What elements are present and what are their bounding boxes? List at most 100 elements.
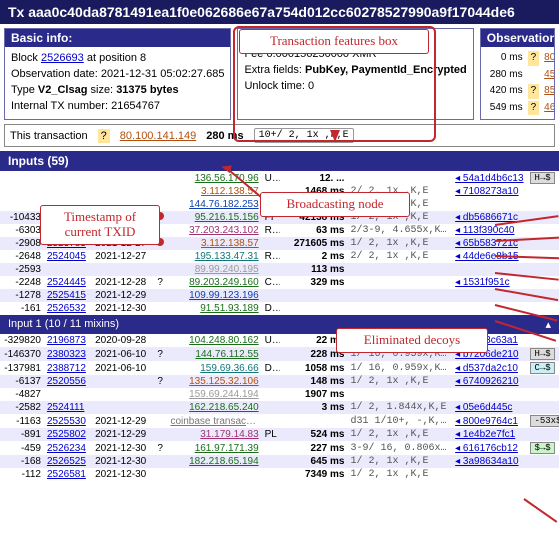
row-ip[interactable]: 104.248.80.162 xyxy=(167,334,261,347)
row-hash-link[interactable]: 2516260 xyxy=(44,211,92,224)
row-meta: 2/3-9, 4.655x,K,AK xyxy=(347,224,452,237)
obs-ip[interactable]: 45.78.183.5 xyxy=(541,68,555,83)
row-hash-link[interactable] xyxy=(44,198,92,211)
row-ip[interactable]: 136.56.170.96 xyxy=(167,171,261,185)
row-ip[interactable]: 95.216.15.156 xyxy=(167,211,261,224)
row-hash-link[interactable] xyxy=(44,171,92,185)
row-hash-link[interactable]: 2526525 xyxy=(44,455,92,468)
row-date xyxy=(92,198,153,211)
row-hash-link[interactable]: 2524111 xyxy=(44,401,92,414)
row-hash-link[interactable] xyxy=(44,263,92,276)
row-link[interactable]: ◂ 3a98634a10 xyxy=(452,455,527,468)
obs-ip[interactable]: 80.100.141.149 xyxy=(541,51,555,66)
row-hash-link[interactable] xyxy=(44,388,92,401)
row-hash-link[interactable]: 2196873 xyxy=(44,334,92,347)
row-hash-link[interactable]: 2523785 xyxy=(44,237,92,250)
type-label: Type xyxy=(11,84,38,96)
row-mark: ? xyxy=(153,441,168,455)
row-hash-link[interactable]: 2388712 xyxy=(44,361,92,375)
row-link[interactable]: ◂ 65b583721c xyxy=(452,237,527,250)
row-link[interactable]: ◂ 1531f951c xyxy=(452,276,527,289)
this-tx-ms: 280 ms xyxy=(206,130,243,142)
row-ip[interactable]: 161.97.171.39 xyxy=(167,441,261,455)
row-ip[interactable]: coinbase transaction xyxy=(167,414,261,428)
row-tagcell xyxy=(527,401,559,414)
row-ip[interactable]: 135.125.32.106 xyxy=(167,375,261,388)
row-ip[interactable]: 109.99.123.196 xyxy=(167,289,261,302)
row-ip[interactable]: 159.69.244.194 xyxy=(167,388,261,401)
row-link[interactable] xyxy=(452,388,527,401)
row-hash-link[interactable]: 2380323 xyxy=(44,347,92,361)
row-hash-link[interactable]: 2520390 xyxy=(44,224,92,237)
row-link[interactable]: ◂ 800e9764c1 xyxy=(452,414,527,428)
obs-flag xyxy=(528,68,540,83)
row-ms: 271605 ms xyxy=(280,237,347,250)
row-ip[interactable]: 91.51.93.189 xyxy=(167,302,261,315)
row-tag: C→$ xyxy=(530,362,554,374)
row-ip[interactable]: 31.179.14.83 xyxy=(167,428,261,441)
row-hash-link[interactable]: 2525415 xyxy=(44,289,92,302)
row-ip[interactable]: 195.133.47.31 xyxy=(167,250,261,263)
row-link[interactable]: ◂ 1e4b2e7fc1 xyxy=(452,428,527,441)
row-link[interactable]: ◂ b7206de210 xyxy=(452,347,527,361)
row-link[interactable] xyxy=(452,198,527,211)
row-tagcell xyxy=(527,250,559,263)
row-hash-link[interactable]: 2526581 xyxy=(44,468,92,481)
row-link[interactable]: ◂ 6740926210 xyxy=(452,375,527,388)
this-tx-ip[interactable]: 80.100.141.149 xyxy=(120,130,196,142)
row-idx xyxy=(0,185,44,198)
row-cc: PL xyxy=(262,428,281,441)
row-link[interactable]: ◂ 113f390c40 xyxy=(452,224,527,237)
row-link[interactable]: ◂ 54a1d4b6c13 xyxy=(452,171,527,185)
row-tagcell xyxy=(527,388,559,401)
row-hash-link[interactable]: 2526532 xyxy=(44,302,92,315)
row-tagcell: H→$ xyxy=(527,171,559,185)
row-link[interactable]: ◂ d537da2c10 xyxy=(452,361,527,375)
row-ip[interactable]: 3.112.138.57 xyxy=(167,237,261,250)
obs-date-value: 2021-12-31 05:02:27.685 xyxy=(101,68,225,80)
row-ip[interactable]: 162.218.65.240 xyxy=(167,401,261,414)
row-ip[interactable]: 89.203.249.160 xyxy=(167,276,261,289)
row-link[interactable] xyxy=(452,263,527,276)
row-link[interactable]: ◂ 44de6e8b15 xyxy=(452,250,527,263)
obs-ip[interactable]: 46.166.151.12 xyxy=(541,101,555,116)
row-ms xyxy=(280,414,347,428)
input1-header[interactable]: Input 1 (10 / 11 mixins) ▴ xyxy=(0,315,559,334)
row-mark xyxy=(153,224,168,237)
obs-ip[interactable]: 85.214.243.7 xyxy=(541,84,555,99)
block-link[interactable]: 2526693 xyxy=(41,52,84,64)
row-ms: 228 ms xyxy=(280,347,347,361)
type-value: V2_Clsag xyxy=(38,84,88,96)
row-hash-link[interactable]: 2525802 xyxy=(44,428,92,441)
row-ip[interactable]: 144.76.112.55 xyxy=(167,347,261,361)
row-hash-link[interactable]: 2526234 xyxy=(44,441,92,455)
row-link[interactable]: ◂ d02e3c63a1 xyxy=(452,334,527,347)
row-tagcell: C→$ xyxy=(527,361,559,375)
row-idx: -1163 xyxy=(0,414,44,428)
row-link[interactable] xyxy=(452,468,527,481)
obs-flag: ? xyxy=(528,101,540,116)
row-tagcell xyxy=(527,375,559,388)
row-link[interactable] xyxy=(452,289,527,302)
row-hash-link[interactable]: 2520556 xyxy=(44,375,92,388)
row-ip[interactable] xyxy=(167,468,261,481)
row-hash-link[interactable]: 2524445 xyxy=(44,276,92,289)
row-hash-link[interactable]: 2525530 xyxy=(44,414,92,428)
row-hash-link[interactable]: 2524045 xyxy=(44,250,92,263)
row-link[interactable]: ◂ db5686671c xyxy=(452,211,527,224)
row-ip[interactable]: 3.112.138.57 xyxy=(167,185,261,198)
row-ip[interactable]: 182.218.65.194 xyxy=(167,455,261,468)
obs-date-label: Observation date: xyxy=(11,68,101,80)
row-ip[interactable]: 144.76.182.253 xyxy=(167,198,261,211)
row-link[interactable]: ◂ 05e6d445c xyxy=(452,401,527,414)
row-ip[interactable]: 159.69.36.66 xyxy=(167,361,261,375)
row-cc xyxy=(262,401,281,414)
row-ip[interactable]: 37.203.243.102 xyxy=(167,224,261,237)
row-link[interactable]: ◂ 7108273a10 xyxy=(452,185,527,198)
row-link[interactable]: ◂ 616176cb12 xyxy=(452,441,527,455)
row-link[interactable] xyxy=(452,302,527,315)
row-hash-link[interactable] xyxy=(44,185,92,198)
extra-value: PubKey, PaymentId_Encrypted xyxy=(305,64,467,76)
collapse-icon[interactable]: ▴ xyxy=(545,318,551,331)
row-ip[interactable]: 89.99.240.195 xyxy=(167,263,261,276)
